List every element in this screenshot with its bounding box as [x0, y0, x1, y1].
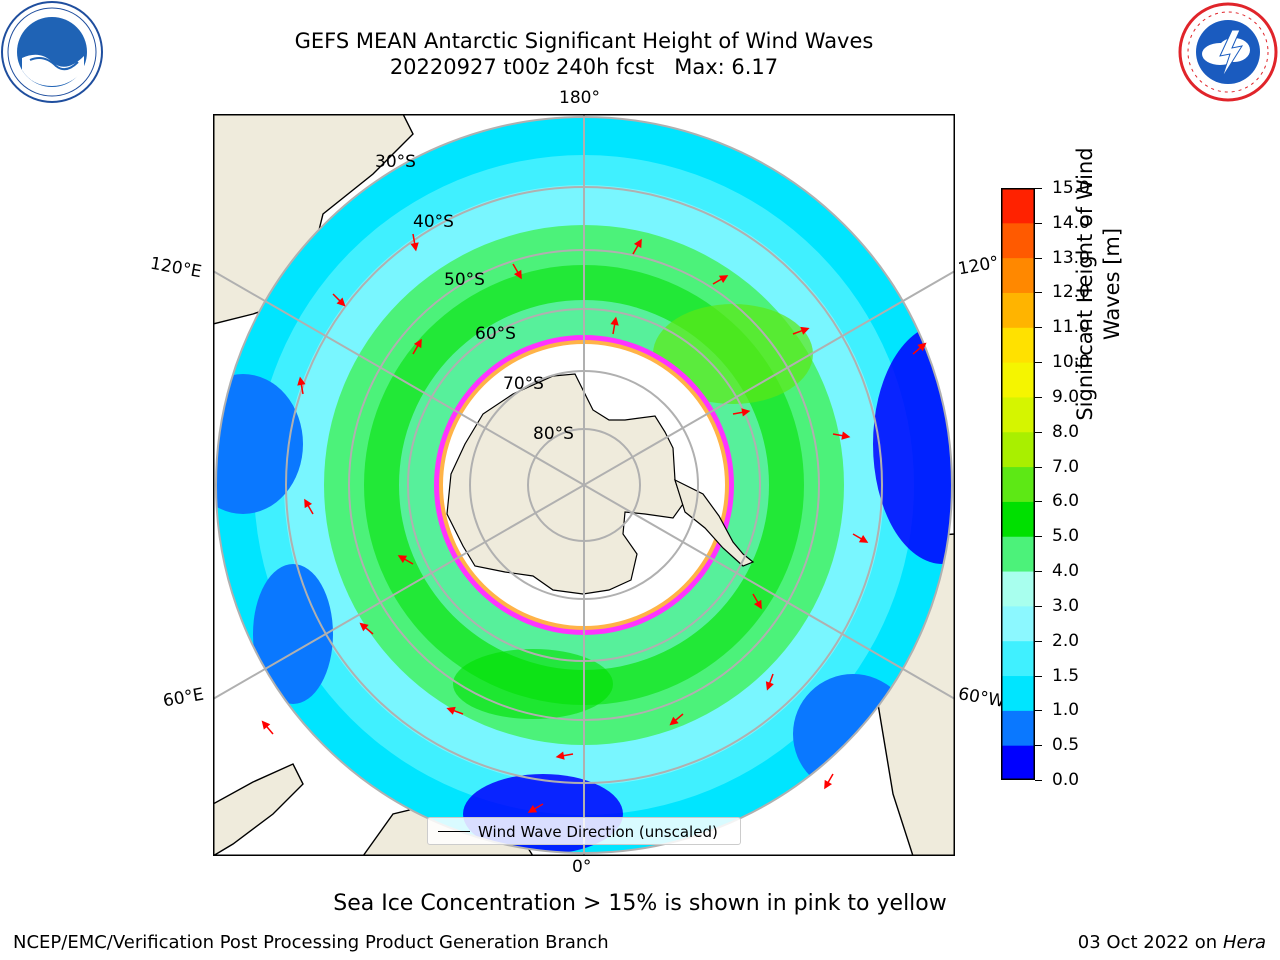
colorbar-tick-mark [1035, 362, 1042, 364]
lat-label-30s: 30°S [375, 152, 416, 172]
colorbar-border [1001, 188, 1035, 780]
colorbar-segment [1001, 257, 1035, 293]
colorbar-tick-label: 3.0 [1052, 595, 1080, 616]
footer-date: 03 Oct 2022 on Hera [1078, 932, 1266, 953]
colorbar-tick-label: 2.0 [1052, 630, 1080, 651]
antarctic-peninsula [674, 478, 755, 567]
colorbar-segment [1001, 396, 1035, 433]
colorbar-segment [1001, 222, 1035, 259]
footer-credit: NCEP/EMC/Verification Post Processing Pr… [13, 932, 609, 953]
legend-label: Wind Wave Direction (unscaled) [478, 823, 718, 841]
colorbar-tick-mark [1035, 640, 1042, 642]
colorbar-tick-label: 4.0 [1052, 561, 1080, 582]
colorbar-tick-mark [1035, 675, 1042, 677]
colorbar-tick-mark [1035, 222, 1042, 224]
colorbar-tick-label: 13.0 [1052, 247, 1090, 268]
colorbar-tick-label: 14.0 [1052, 212, 1090, 233]
lat-label-70s: 70°S [503, 374, 544, 394]
lat-label-50s: 50°S [444, 270, 485, 290]
sea-ice-note: Sea Ice Concentration > 15% is shown in … [333, 891, 947, 916]
lon-label-60w: 60°W [956, 684, 1007, 712]
lat-label-60s: 60°S [475, 324, 516, 344]
footer-host: Hera [1222, 932, 1266, 953]
colorbar-tick-mark [1035, 396, 1042, 398]
colorbar-segment [1001, 710, 1035, 746]
colorbar-label-line2: Waves [m] [1100, 227, 1124, 341]
colorbar-tick-label: 5.0 [1052, 526, 1080, 547]
map-legend: Wind Wave Direction (unscaled) [427, 817, 741, 845]
colorbar-tick-mark [1035, 745, 1042, 747]
colorbar-tick-label: 11.0 [1052, 317, 1090, 338]
colorbar-tick-mark [1035, 327, 1042, 329]
footer-date-text: 03 Oct 2022 on [1077, 932, 1223, 953]
colorbar-segment [1001, 188, 1035, 224]
colorbar-tick-mark [1035, 605, 1042, 607]
colorbar-tick-mark [1035, 501, 1042, 503]
legend-line-swatch [438, 831, 470, 832]
colorbar-tick-mark [1035, 188, 1042, 189]
colorbar-tick-mark [1035, 292, 1042, 294]
lon-label-180: 180° [559, 88, 600, 108]
lat-label-80s: 80°S [533, 424, 574, 444]
colorbar-segment [1001, 745, 1035, 780]
colorbar-segment [1001, 292, 1035, 328]
colorbar-segment [1001, 536, 1035, 572]
lon-label-120e: 120°E [148, 253, 204, 283]
colorbar-label-line1: Significant Height of Wind [1073, 147, 1097, 421]
colorbar-tick-label: 12.0 [1052, 282, 1090, 303]
colorbar-segment [1001, 466, 1035, 502]
wind-wave-arrows [261, 233, 927, 813]
colorbar-segment [1001, 362, 1035, 398]
antarctica [446, 373, 684, 595]
lon-label-120w: 120° [956, 252, 1001, 280]
colorbar-segment [1001, 501, 1035, 537]
colorbar-tick-mark [1035, 466, 1042, 468]
colorbar-tick-mark [1035, 571, 1042, 573]
colorbar-tick-label: 15.0 [1052, 178, 1090, 198]
graticule [213, 114, 955, 856]
colorbar-segment [1001, 640, 1035, 677]
polar-map [213, 114, 955, 856]
colorbar-segment [1001, 431, 1035, 468]
lat-label-40s: 40°S [413, 212, 454, 232]
lon-label-0: 0° [572, 857, 592, 877]
colorbar-tick-label: 6.0 [1052, 491, 1080, 512]
colorbar-tick-label: 0.5 [1052, 735, 1080, 756]
noaa-logo [1, 1, 103, 103]
chart-subtitle: 20220927 t00z 240h fcst Max: 6.17 [389, 55, 779, 79]
colorbar-segment [1001, 605, 1035, 642]
colorbar-segment [1001, 675, 1035, 711]
colorbar-tick-mark [1035, 780, 1042, 781]
colorbar-tick-label: 9.0 [1052, 386, 1080, 407]
colorbar-tick-mark [1035, 710, 1042, 712]
chart-title: GEFS MEAN Antarctic Significant Height o… [294, 29, 874, 53]
colorbar-tick-mark [1035, 431, 1042, 433]
colorbar-segment [1001, 571, 1035, 607]
colorbar-tick-label: 10.0 [1052, 352, 1090, 373]
colorbar [1001, 188, 1035, 780]
colorbar-segment [1001, 327, 1035, 363]
colorbar-tick-label: 1.5 [1052, 665, 1080, 686]
colorbar-tick-label: 1.0 [1052, 700, 1080, 721]
colorbar-tick-label: 8.0 [1052, 421, 1080, 442]
colorbar-tick-label: 7.0 [1052, 456, 1080, 477]
national-weather-service-logo [1178, 2, 1278, 102]
africa [213, 763, 304, 856]
colorbar-tick-mark [1035, 536, 1042, 538]
colorbar-tick-mark [1035, 257, 1042, 259]
lon-label-60e: 60°E [161, 684, 206, 712]
colorbar-tick-label: 0.0 [1052, 770, 1080, 790]
